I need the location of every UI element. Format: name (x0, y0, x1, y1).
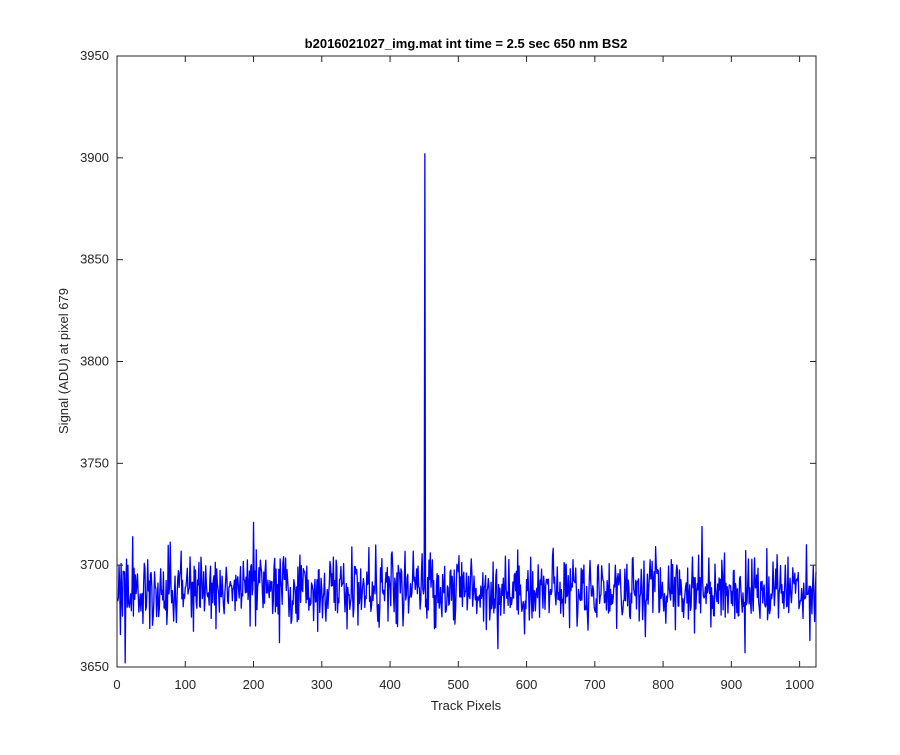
x-tick-label: 900 (721, 677, 743, 692)
x-tick-label: 400 (379, 677, 401, 692)
chart-title: b2016021027_img.mat int time = 2.5 sec 6… (305, 36, 628, 51)
y-tick-label: 3900 (80, 150, 109, 165)
x-tick-label: 100 (174, 677, 196, 692)
x-tick-label: 700 (584, 677, 606, 692)
x-tick-label: 200 (243, 677, 265, 692)
x-tick-label: 0 (113, 677, 120, 692)
x-tick-label: 1000 (785, 677, 814, 692)
x-tick-label: 300 (311, 677, 333, 692)
series-layer (117, 153, 817, 664)
x-tick-label: 500 (447, 677, 469, 692)
x-axis-title: Track Pixels (431, 698, 502, 713)
y-axis: 3650 3700 3750 3800 3850 3900 3950 (80, 48, 816, 674)
y-tick-label: 3850 (80, 252, 109, 267)
y-tick-label: 3650 (80, 659, 109, 674)
x-axis: 0 100 200 300 400 500 600 700 800 900 1000 (113, 56, 814, 692)
y-tick-label: 3700 (80, 557, 109, 572)
y-tick-label: 3950 (80, 48, 109, 63)
y-tick-label: 3800 (80, 354, 109, 369)
x-tick-label: 600 (516, 677, 538, 692)
series-line (117, 153, 817, 664)
y-axis-title: Signal (ADU) at pixel 679 (56, 288, 71, 434)
x-tick-label: 800 (652, 677, 674, 692)
y-tick-label: 3750 (80, 455, 109, 470)
plot-area (117, 56, 816, 667)
